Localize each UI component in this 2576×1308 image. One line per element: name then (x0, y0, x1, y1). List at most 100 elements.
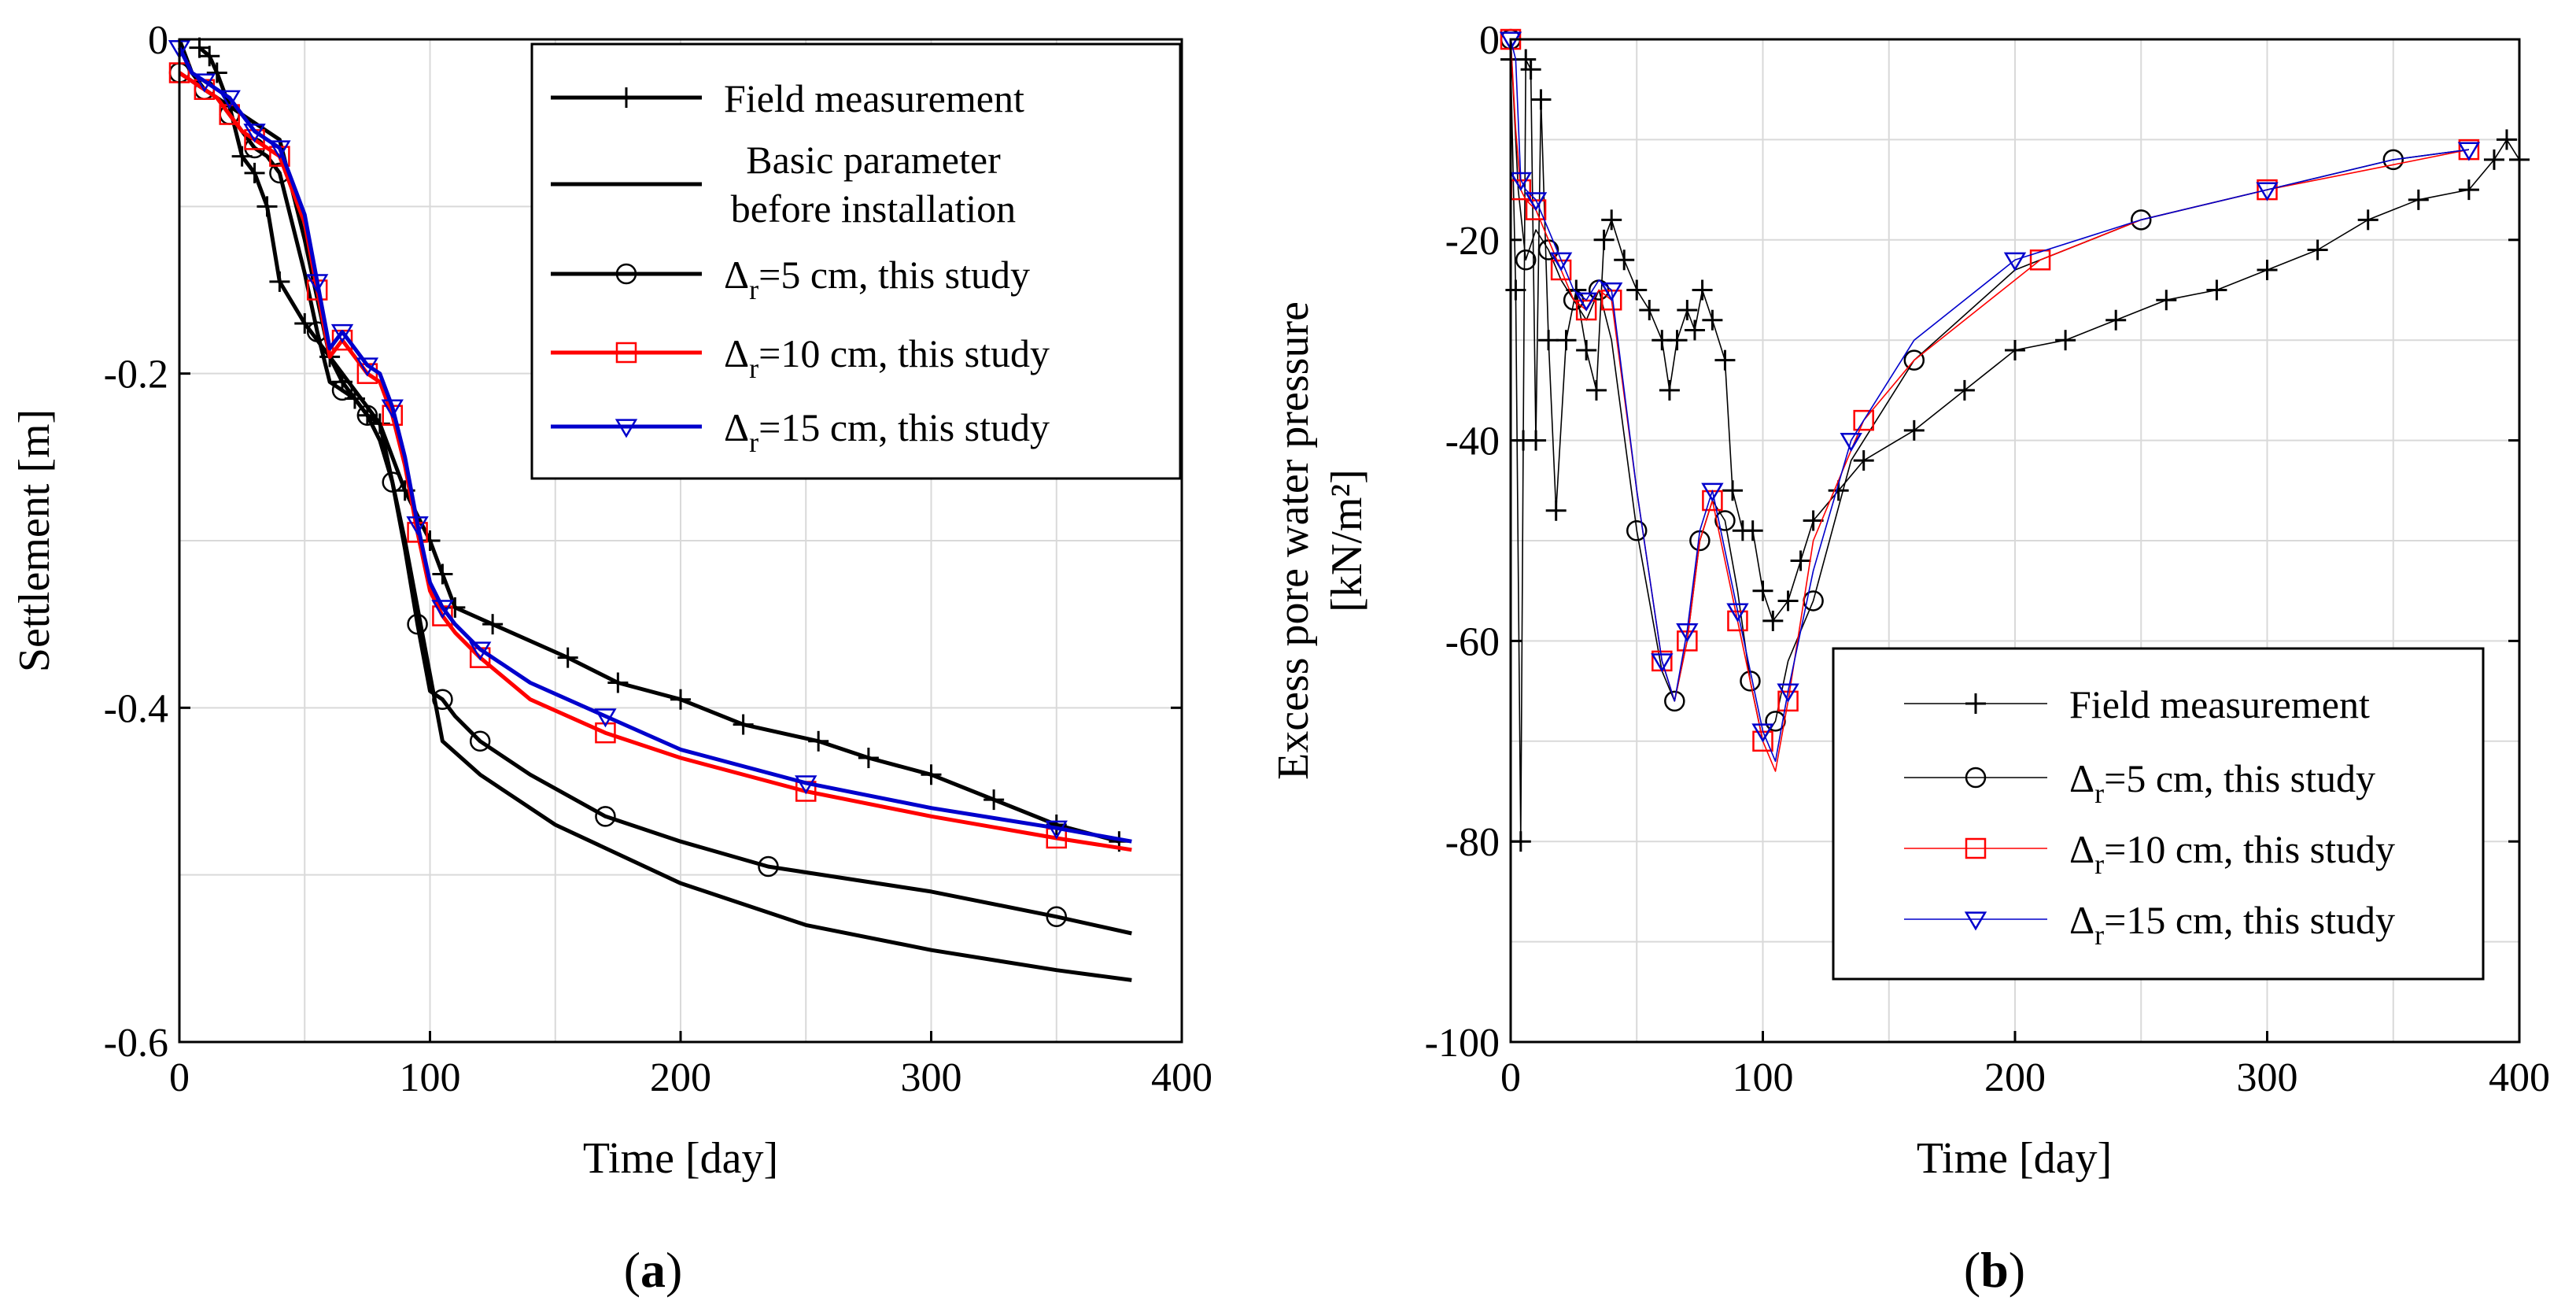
chart-b-series-d15 (1499, 31, 2481, 763)
chart-b-point-field (1530, 89, 1552, 110)
chart-b-point-field (1692, 279, 1713, 301)
delta-subscript: r (2094, 778, 2104, 809)
chart-a-legend-basic-line2: before installation (731, 187, 1016, 231)
chart-b-point-d10 (2029, 249, 2051, 271)
chart-a-point-field (858, 748, 879, 769)
chart-a-legend-d15: Δr=15 cm, this study (724, 405, 1050, 458)
chart-b-legend-d10: Δr=10 cm, this study (2069, 827, 2395, 880)
chart-b-legend-field: Field measurement (2069, 682, 2370, 726)
chart-b-panel-letter: b (1980, 1242, 2009, 1298)
chart-b-x-tick-label: 300 (2237, 1055, 2298, 1100)
chart-b-point-field (1545, 500, 1567, 521)
chart-b-point-field (1742, 520, 1763, 541)
chart-b-legend-marker (1965, 837, 1987, 859)
chart-b-point-field (1903, 419, 1925, 441)
chart-b-point-d5 (2131, 209, 2152, 231)
chart-a-y-tick-label: -0.2 (104, 353, 168, 397)
chart-b-point-d5 (1714, 510, 1736, 531)
chart-b-point-field (1639, 299, 1660, 320)
chart-a-x-axis-label: Time [day] (583, 1134, 778, 1183)
chart-a-x-tick-label: 400 (1151, 1055, 1212, 1100)
chart-a-point-field (984, 789, 1005, 811)
chart-a-panel-label: (a) (624, 1242, 683, 1298)
chart-a-series (168, 37, 1132, 982)
chart-a-point-d5 (469, 730, 491, 752)
chart-b-legend-marker (1964, 911, 1987, 931)
chart-b-point-d5 (2382, 149, 2404, 171)
chart-b-y-tick-label: -60 (1445, 619, 1500, 664)
chart-a-point-field (199, 46, 220, 67)
chart-b-point-field (1702, 309, 1723, 331)
chart-a-point-field (557, 647, 578, 668)
chart-a-point-field (733, 714, 754, 735)
chart-a-point-d15 (218, 90, 241, 109)
chart-b-point-field (1593, 229, 1615, 250)
chart-b-point-d5 (1515, 249, 1537, 271)
chart-a-y-tick-label: -0.4 (104, 686, 168, 731)
chart-a-x-tick-label: 200 (650, 1055, 711, 1100)
chart-a-legend: Field measurement Basic parameter before… (530, 42, 1182, 480)
chart-b-point-field (1520, 59, 1541, 80)
chart-b-point-field (1585, 379, 1607, 401)
chart-a-point-field (269, 271, 290, 292)
chart-a-point-field (189, 37, 210, 58)
delta-symbol: Δ (724, 253, 749, 297)
chart-b-series-field (1500, 49, 2530, 852)
chart-b-point-field (1684, 320, 1705, 341)
delta-symbol: Δ (724, 331, 749, 375)
chart-a-legend-marker (616, 87, 637, 108)
chart-b-point-field (1853, 450, 1874, 471)
chart-b-line-d10 (1510, 39, 2470, 772)
chart-b-point-field (2408, 189, 2429, 210)
chart-a-series-d15 (168, 39, 1132, 844)
chart-a-y-tick-labels: 0 -0.2 -0.4 -0.6 (104, 18, 1182, 1066)
chart-a-legend-d15-text: =15 cm, this study (758, 405, 1050, 449)
chart-b-point-field (2483, 149, 2504, 170)
chart-a-point-d15 (243, 124, 266, 143)
chart-b-point-d15 (2457, 142, 2481, 161)
chart-b-point-d15 (2003, 252, 2027, 272)
chart-a-legend-d5: Δr=5 cm, this study (724, 253, 1030, 305)
chart-b-point-d15 (1524, 192, 1548, 212)
chart-a-y-tick-label: -0.6 (104, 1021, 168, 1066)
chart-b-point-field (1614, 249, 1635, 271)
chart-a-x-tick-label: 100 (400, 1055, 461, 1100)
chart-a-point-field (244, 162, 265, 183)
chart-b-point-field (1601, 209, 1622, 231)
chart-b-point-field (2206, 279, 2227, 301)
chart-b-point-field (1790, 550, 1811, 571)
chart-b-point-field (1526, 430, 1547, 451)
chart-b-point-field (2257, 260, 2278, 281)
chart-b-point-field (1576, 339, 1597, 360)
chart-a-legend-d10-text: =10 cm, this study (758, 331, 1050, 375)
chart-b-legend-d5-text: =5 cm, this study (2104, 756, 2375, 800)
chart-b-x-tick-label: 200 (1984, 1055, 2046, 1100)
chart-a-point-d15 (406, 516, 429, 536)
chart-b-legend-d15-text: =15 cm, this study (2104, 898, 2395, 942)
chart-a-point-d5 (356, 405, 378, 426)
chart-b-point-field (1515, 49, 1537, 70)
chart-b-legend: Field measurement Δr=5 cm, this study Δr… (1832, 647, 2485, 981)
chart-a-point-d10 (219, 104, 240, 125)
chart-b-point-field (1505, 279, 1526, 301)
chart-b-legend-d10-text: =10 cm, this study (2104, 827, 2395, 871)
chart-b: 0 100 200 300 400 0 -20 -40 -60 -80 -100 Time [da… (1269, 18, 2550, 1298)
chart-a-point-d5 (432, 689, 453, 710)
chart-a-legend-d5-text: =5 cm, this study (758, 253, 1030, 297)
chart-b-point-field (1954, 379, 1975, 401)
chart-b-legend-marker (1965, 693, 1986, 714)
chart-b-y-tick-label: -40 (1445, 419, 1500, 464)
chart-a-legend-field: Field measurement (724, 76, 1024, 120)
chart-b-point-field (2156, 290, 2177, 311)
chart-a-line-d10 (178, 71, 1132, 852)
chart-b-y-tick-labels: 0 -20 -40 -60 -80 -100 (1425, 18, 2519, 1066)
chart-b-x-tick-label: 400 (2489, 1055, 2550, 1100)
delta-subscript: r (2094, 848, 2104, 880)
chart-b-point-field (2496, 129, 2517, 150)
chart-b-point-field (1777, 590, 1799, 612)
chart-b-point-d15 (1777, 683, 1799, 703)
chart-b-x-tick-labels: 0 100 200 300 400 (1500, 1031, 2550, 1100)
chart-b-line-d15 (1510, 39, 2470, 763)
chart-a-x-tick-label: 300 (901, 1055, 962, 1100)
